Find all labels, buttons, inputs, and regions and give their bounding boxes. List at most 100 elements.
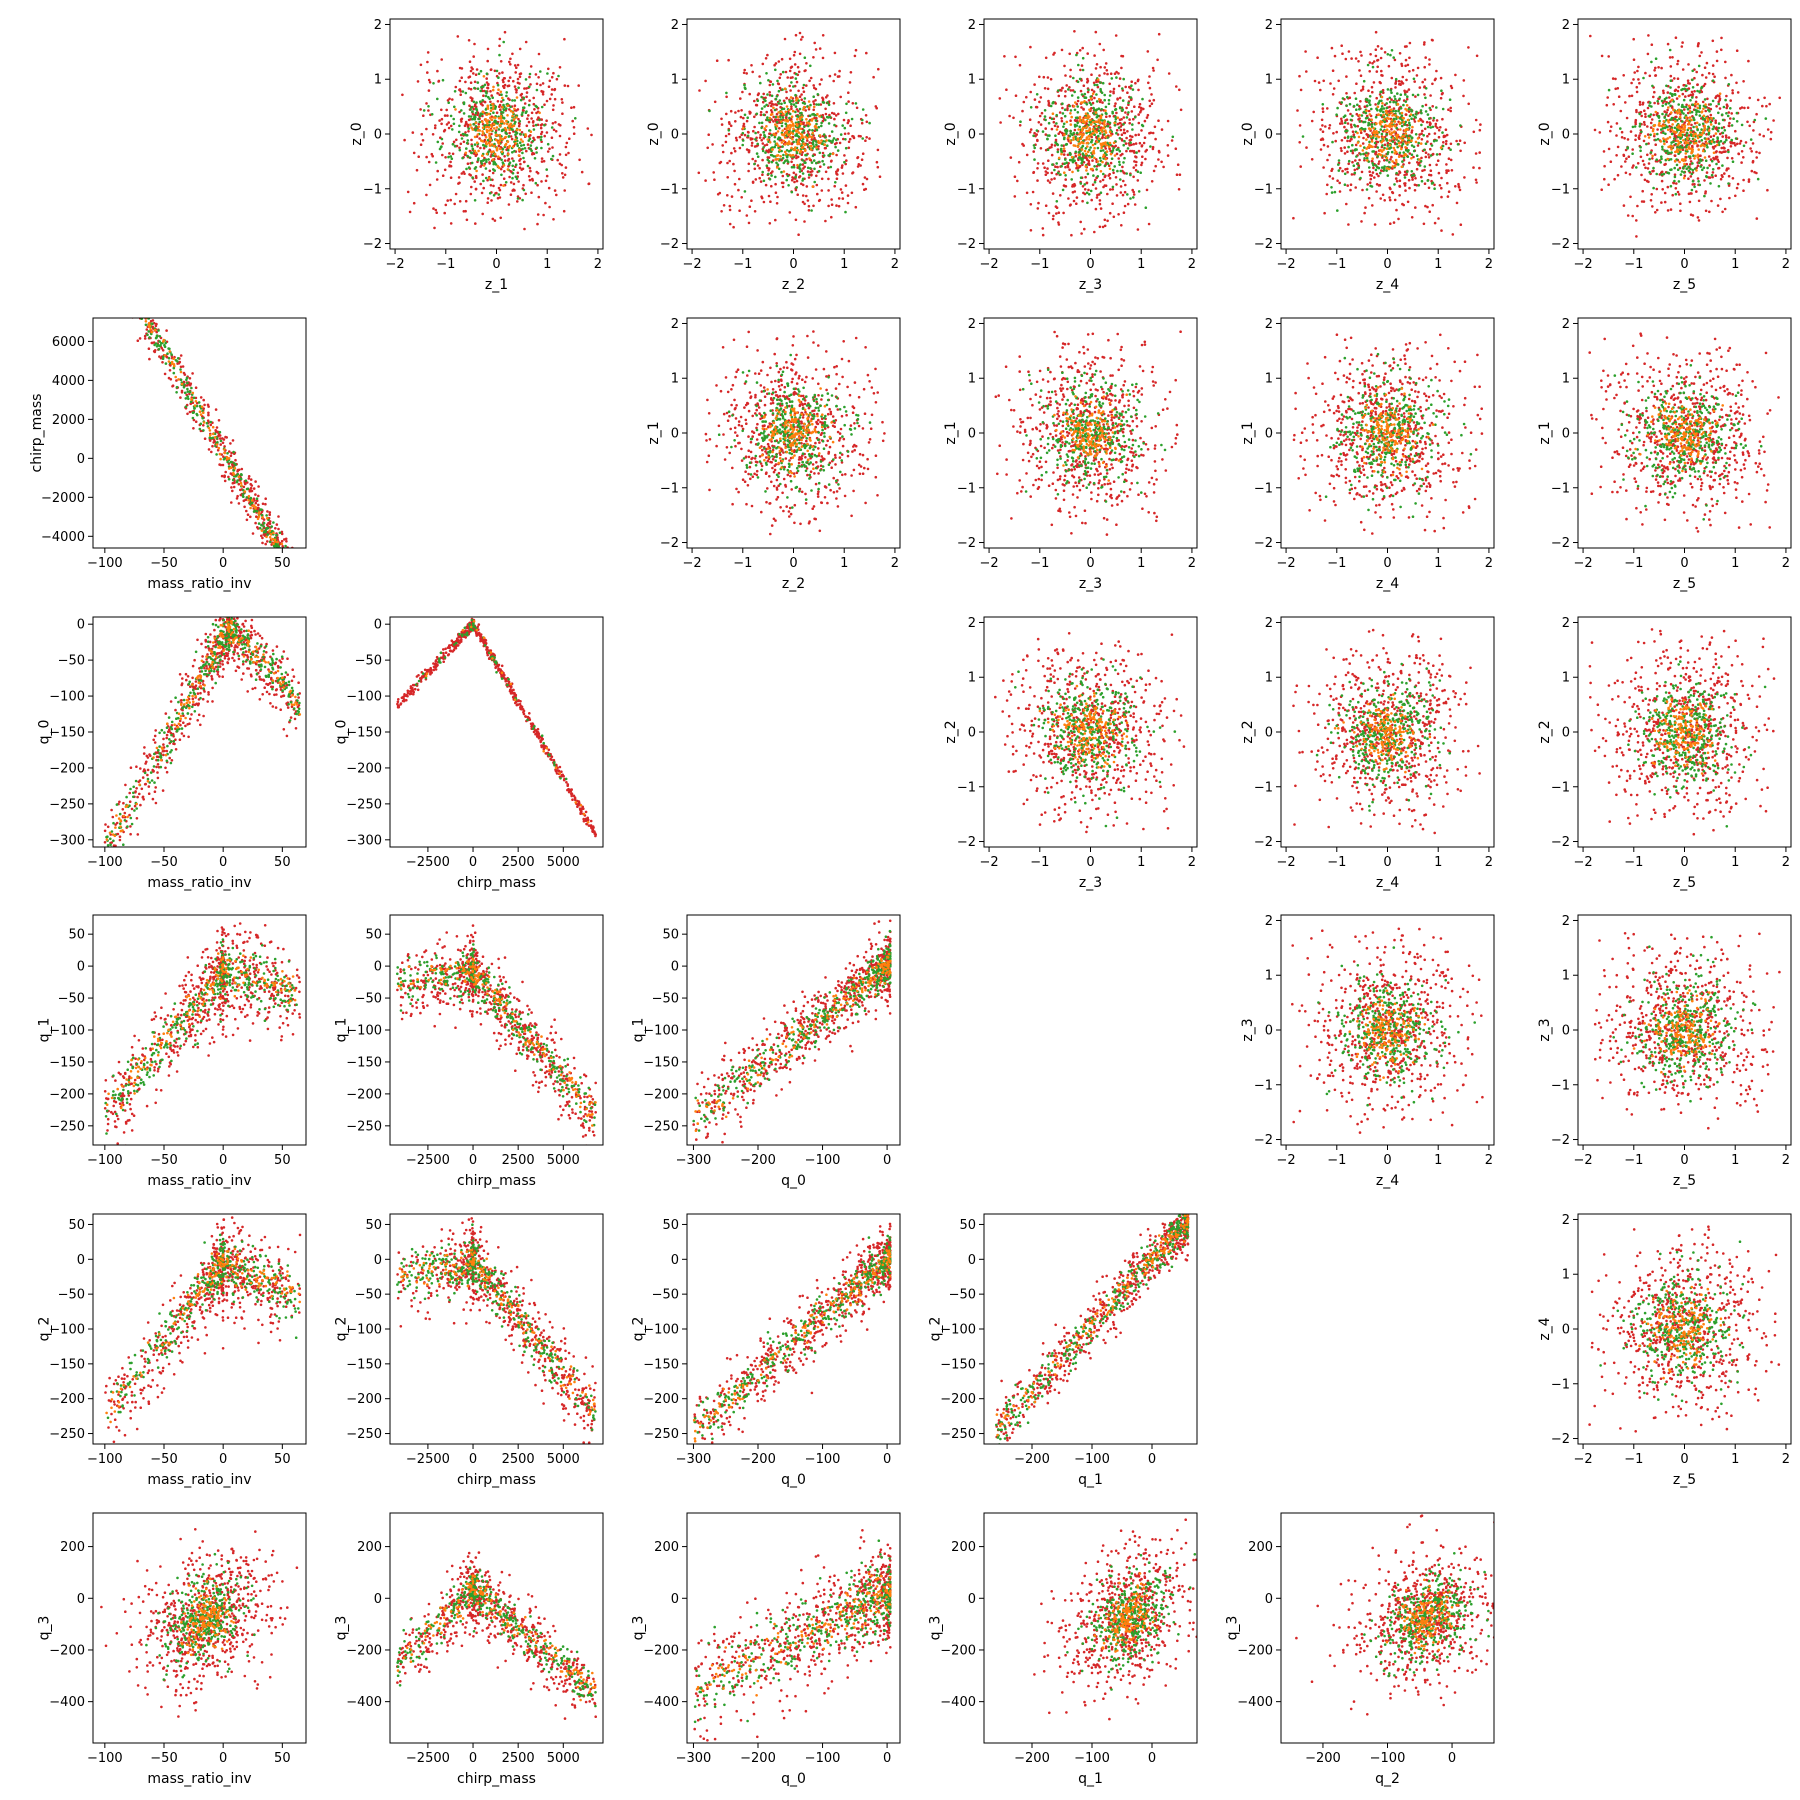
point-series-a <box>1113 104 1117 108</box>
point-series-b <box>1081 68 1085 72</box>
point-series-a <box>436 69 439 73</box>
point-series-a <box>999 121 1002 124</box>
point-series-a <box>1423 182 1427 185</box>
point-series-a <box>1069 89 1073 92</box>
point-series-c <box>796 142 799 146</box>
point-series-c <box>506 140 510 143</box>
point-series-a <box>1430 38 1434 42</box>
point-series-a <box>805 62 808 65</box>
point-series-a <box>1479 123 1482 126</box>
point-series-b <box>1348 102 1352 106</box>
point-series-a <box>1117 84 1121 88</box>
point-series-a <box>1650 193 1653 196</box>
x-axis-label: z_4 <box>1376 277 1399 293</box>
point-series-a <box>1343 136 1347 139</box>
point-series-c <box>1093 146 1096 150</box>
point-series-b <box>462 102 466 106</box>
point-series-c <box>1394 114 1397 117</box>
point-series-b <box>1080 93 1084 96</box>
point-series-a <box>1157 158 1160 161</box>
point-series-a <box>1356 124 1360 128</box>
point-series-a <box>525 95 528 99</box>
point-series-b <box>760 95 763 99</box>
point-series-a <box>1145 188 1149 192</box>
point-series-b <box>1105 112 1108 115</box>
point-series-b <box>813 145 816 148</box>
point-series-a <box>531 179 534 182</box>
point-series-c <box>497 88 500 91</box>
point-series-a <box>1157 32 1161 36</box>
point-series-a <box>474 187 478 191</box>
point-series-a <box>419 143 423 146</box>
point-series-a <box>1124 142 1128 145</box>
point-series-b <box>780 107 784 111</box>
point-series-a <box>543 103 546 106</box>
point-series-a <box>1053 144 1057 147</box>
point-series-b <box>828 139 832 143</box>
point-series-a <box>1040 111 1044 115</box>
point-series-b <box>1388 96 1392 100</box>
point-series-c <box>499 137 502 141</box>
point-series-a <box>1427 186 1431 190</box>
point-series-a <box>563 189 566 192</box>
point-series-a <box>1066 165 1070 169</box>
point-series-a <box>1126 113 1130 116</box>
point-series-a <box>1719 177 1723 181</box>
point-series-a <box>509 135 513 138</box>
point-series-a <box>421 139 425 142</box>
point-series-c <box>488 134 491 137</box>
point-series-b <box>1132 196 1135 199</box>
point-series-c <box>796 124 799 127</box>
point-series-c <box>1104 129 1107 132</box>
point-series-a <box>1066 108 1069 112</box>
point-series-a <box>1445 163 1448 166</box>
point-series-b <box>1053 168 1056 172</box>
point-series-a <box>815 116 818 120</box>
point-series-b <box>479 100 482 103</box>
point-series-b <box>1359 152 1362 156</box>
point-series-a <box>444 156 447 159</box>
point-series-b <box>1373 141 1377 145</box>
point-series-b <box>1377 166 1381 170</box>
point-series-a <box>1328 175 1332 178</box>
point-series-a <box>761 158 764 162</box>
point-series-a <box>1690 90 1694 94</box>
point-series-a <box>1711 171 1715 174</box>
point-series-a <box>1734 129 1737 133</box>
point-series-a <box>1404 64 1407 68</box>
point-series-a <box>537 52 541 56</box>
point-series-a <box>449 160 452 164</box>
point-series-b <box>1069 129 1072 133</box>
point-series-a <box>512 79 515 83</box>
point-series-b <box>1420 111 1423 115</box>
point-series-b <box>510 119 514 122</box>
point-series-a <box>1663 191 1667 195</box>
point-series-a <box>1331 167 1334 171</box>
point-series-a <box>828 134 831 138</box>
point-series-a <box>827 204 830 208</box>
point-series-c <box>1095 131 1098 134</box>
point-series-b <box>1112 146 1115 150</box>
point-series-a <box>812 102 816 106</box>
point-series-a <box>812 56 815 59</box>
point-series-a <box>1361 188 1364 192</box>
point-series-a <box>769 200 772 203</box>
point-series-c <box>1388 139 1391 142</box>
point-series-a <box>441 142 445 145</box>
point-series-b <box>1139 171 1142 174</box>
point-series-b <box>1400 144 1404 147</box>
point-series-a <box>797 233 800 236</box>
point-series-c <box>786 126 789 129</box>
point-series-a <box>1400 80 1403 83</box>
point-series-a <box>441 174 445 177</box>
point-series-a <box>479 146 482 150</box>
point-series-a <box>1060 117 1063 120</box>
point-series-c <box>808 157 811 160</box>
point-series-a <box>1714 119 1717 122</box>
point-series-a <box>471 97 474 100</box>
point-series-c <box>1393 149 1397 152</box>
point-series-a <box>768 93 772 97</box>
point-series-b <box>1388 160 1391 164</box>
point-series-b <box>473 117 477 121</box>
